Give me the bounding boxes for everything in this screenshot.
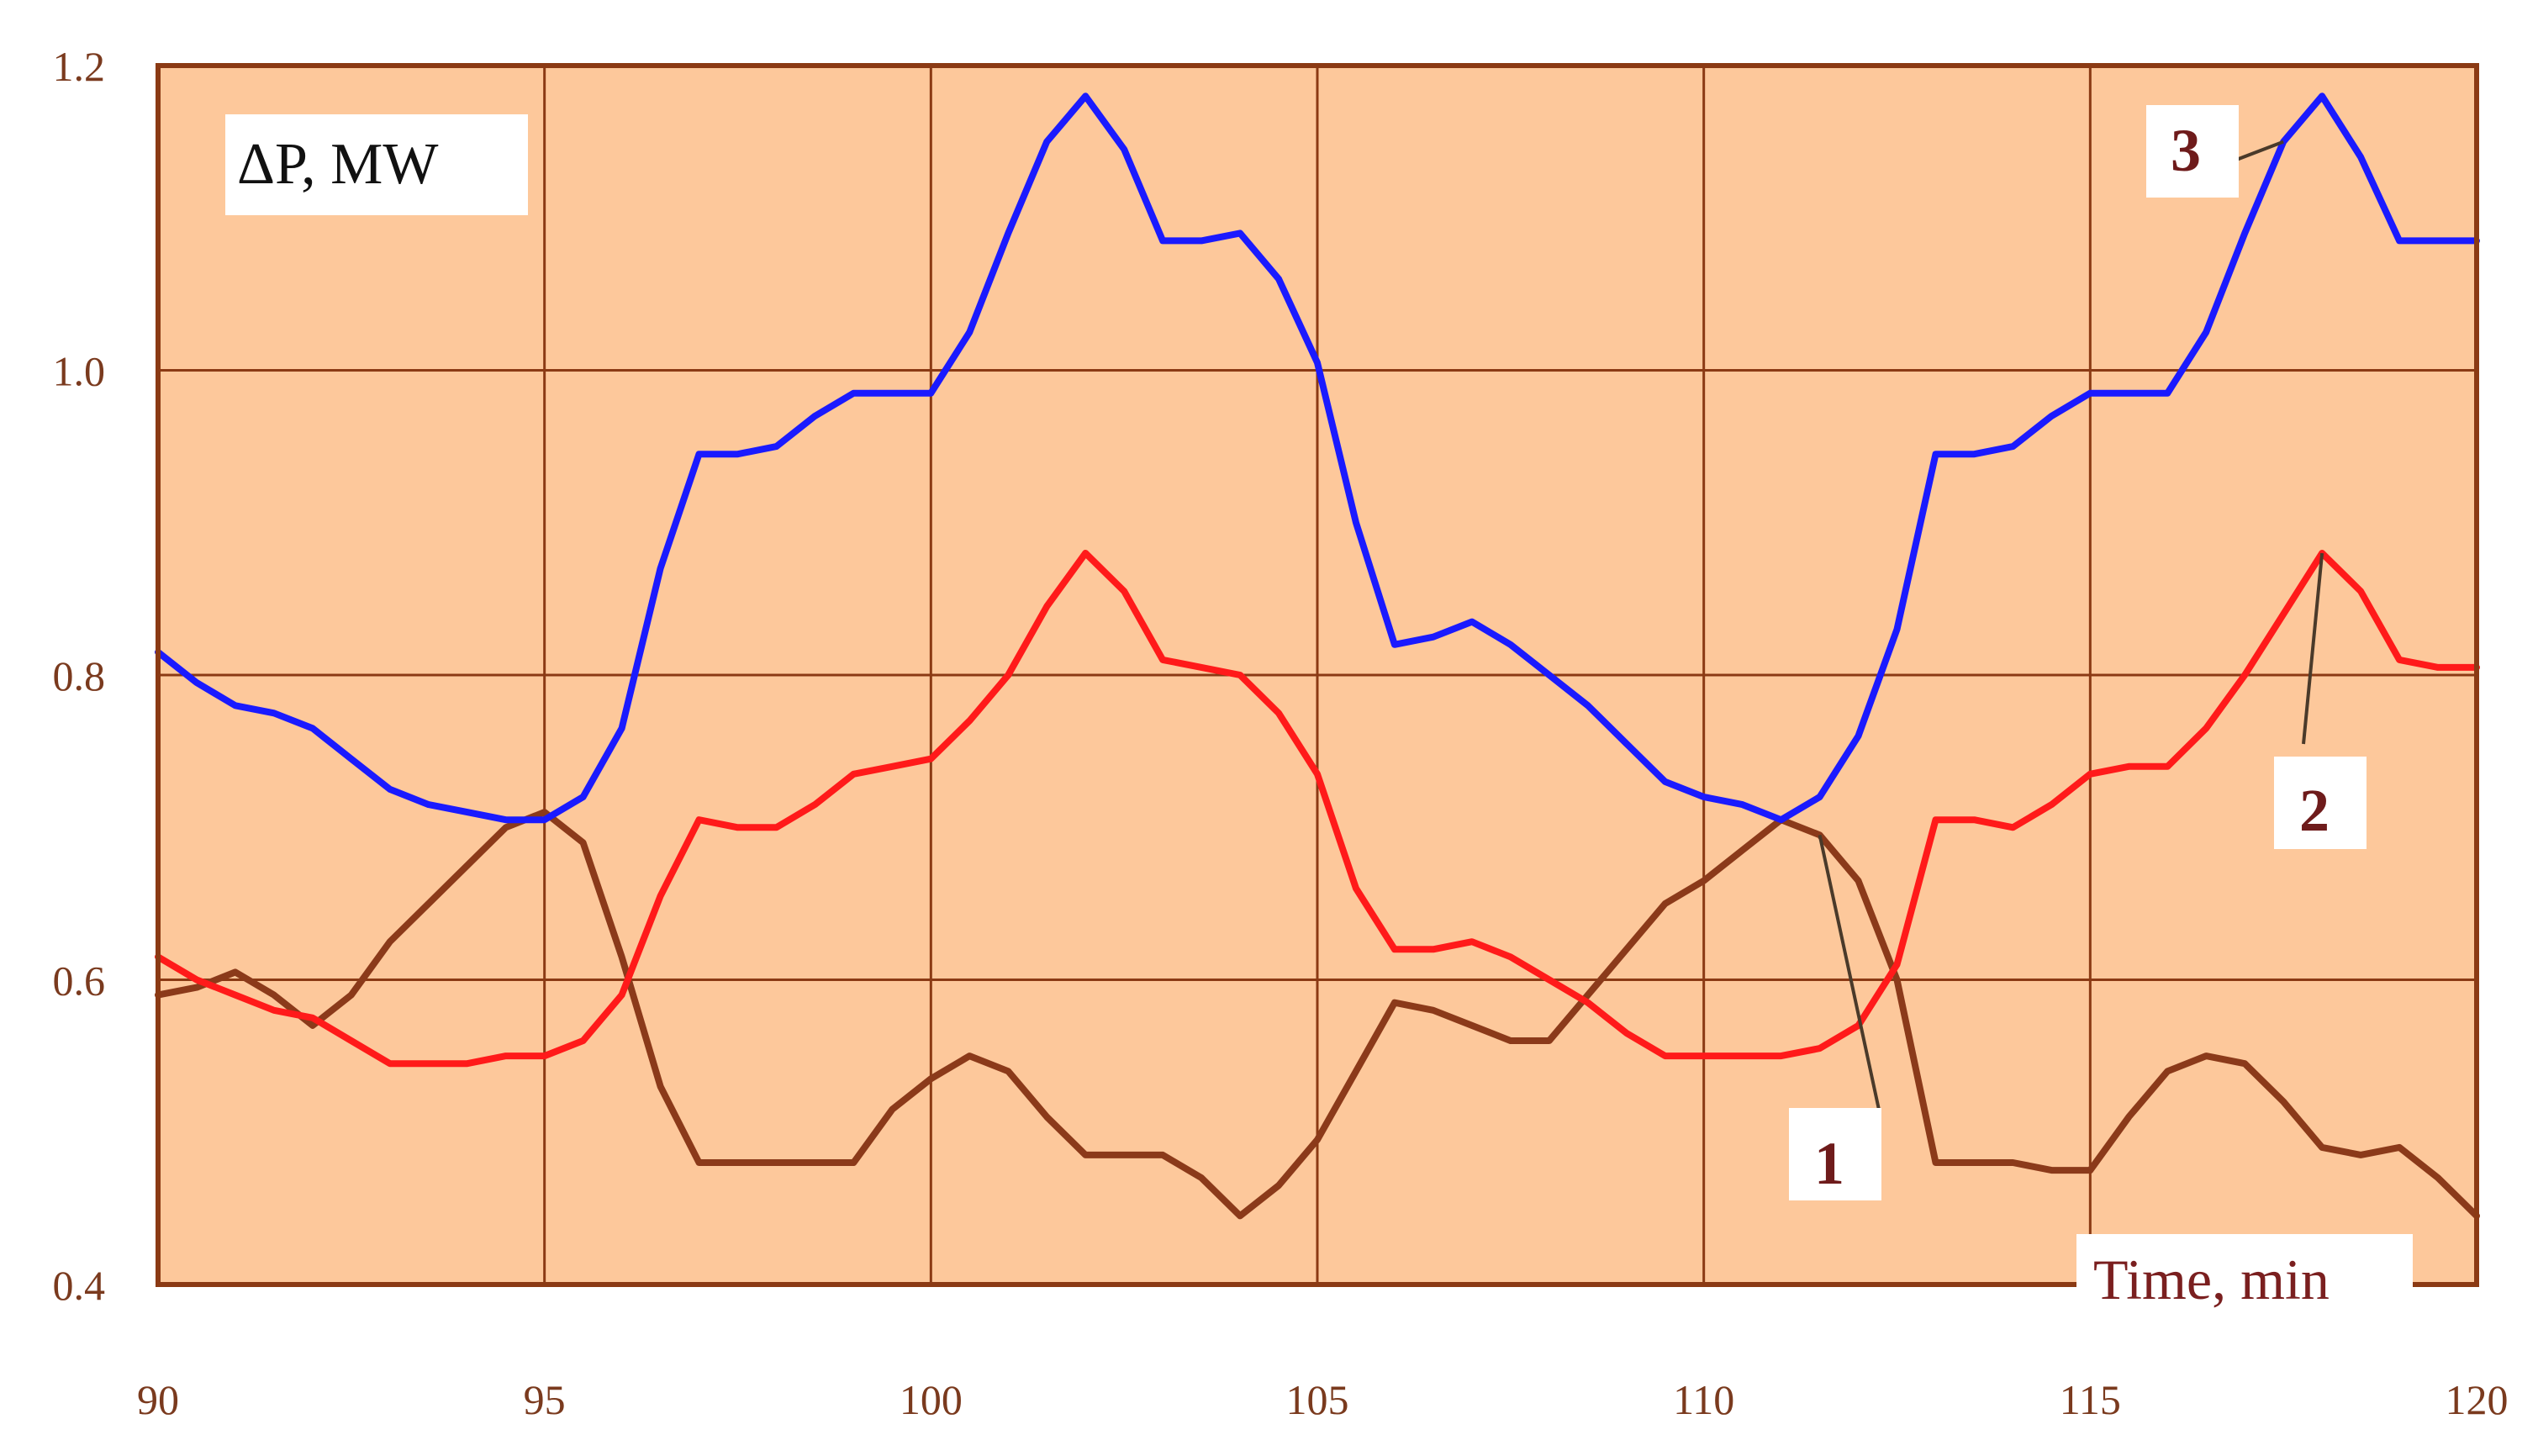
series-2-line [155, 550, 2480, 1068]
series-callouts: 1 2 3 [1789, 105, 2367, 1200]
series-1-tag: 1 [1814, 1130, 1844, 1197]
x-axis-label: Time, min [2093, 1248, 2330, 1311]
series-3-line [155, 92, 2480, 824]
x-tick-label: 105 [1286, 1376, 1349, 1423]
y-tick-label: 1.0 [53, 348, 106, 395]
x-axis-label-box [2076, 1234, 2413, 1318]
series-layer [155, 92, 2480, 1220]
x-tick-label: 90 [137, 1376, 179, 1423]
series-3-tag: 3 [2171, 117, 2201, 184]
x-tick-label: 120 [2446, 1376, 2509, 1423]
series-1-line [155, 809, 2480, 1220]
x-tick-label: 100 [900, 1376, 963, 1423]
y-tick-label: 0.4 [53, 1262, 106, 1309]
series-3-tag-box [2146, 105, 2239, 198]
x-tick-label: 115 [2060, 1376, 2121, 1423]
y-tick-label: 0.8 [53, 652, 106, 699]
y-tick-label: 0.6 [53, 957, 106, 1005]
x-tick-label: 110 [1673, 1376, 1734, 1423]
series-1-leader-line [1818, 834, 1881, 1110]
x-axis-ticks: 90 95 100 105 110 115 120 [137, 1376, 2509, 1423]
y-axis-ticks: 0.4 0.6 0.8 1.0 1.2 [53, 43, 106, 1309]
y-axis-label-box [225, 114, 528, 215]
y-axis-label: ΔP, MW [237, 132, 439, 197]
x-tick-label: 95 [524, 1376, 566, 1423]
series-2-leader-line [2302, 552, 2324, 745]
series-2-tag-box [2274, 757, 2367, 849]
series-2-tag: 2 [2299, 777, 2330, 844]
y-tick-label: 1.2 [53, 43, 106, 90]
plot-frame [156, 63, 2479, 1287]
series-1-tag-box [1789, 1108, 1881, 1200]
